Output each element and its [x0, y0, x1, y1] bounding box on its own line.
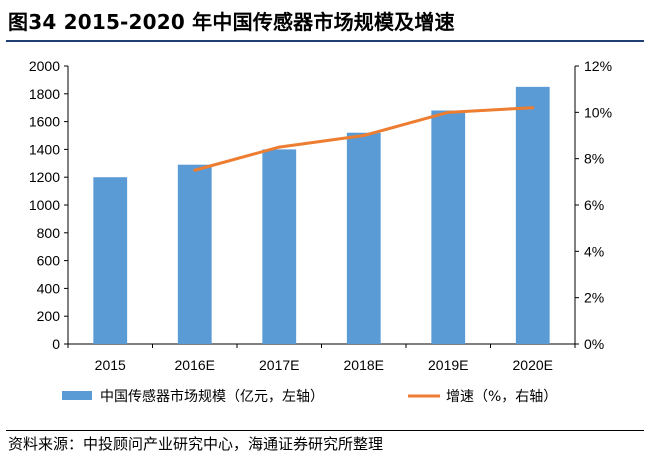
x-tick-label: 2015 — [95, 357, 126, 373]
bar-2020E — [515, 86, 550, 344]
growth-point-2018E — [362, 134, 366, 137]
right-tick-label: 2% — [584, 290, 604, 306]
growth-point-2016E — [193, 168, 197, 172]
left-tick-label: 2000 — [29, 58, 60, 74]
right-tick-label: 10% — [584, 104, 612, 120]
left-tick-label: 1400 — [29, 141, 60, 157]
title-rule — [6, 40, 644, 42]
x-tick-label: 2019E — [428, 357, 468, 373]
x-tick-label: 2016E — [175, 357, 215, 373]
growth-point-2019E — [446, 110, 450, 114]
x-tick-label: 2017E — [259, 357, 299, 373]
chart-legend: 中国传感器市场规模（亿元，左轴） 增速（%，右轴） — [62, 388, 557, 405]
left-tick-label: 400 — [37, 280, 61, 296]
growth-point-2017E — [277, 145, 281, 149]
growth-point-2020E — [531, 106, 535, 110]
legend-bar-label: 中国传感器市场规模（亿元，左轴） — [100, 388, 324, 405]
right-tick-label: 0% — [584, 336, 604, 352]
figure-title: 图34 2015-2020 年中国传感器市场规模及增速 — [8, 10, 455, 34]
x-tick-label: 2020E — [513, 357, 553, 373]
right-tick-label: 8% — [584, 151, 604, 167]
right-tick-label: 6% — [584, 197, 604, 213]
right-tick-label: 12% — [584, 58, 612, 74]
left-tick-label: 1000 — [29, 197, 60, 213]
legend-line-label: 增速（%，右轴） — [446, 389, 557, 405]
left-tick-label: 1800 — [29, 86, 60, 102]
footer-rule — [6, 430, 644, 431]
left-tick-label: 200 — [37, 308, 61, 324]
left-tick-label: 1200 — [29, 169, 60, 185]
legend-bar-swatch — [62, 391, 92, 400]
left-tick-label: 1600 — [29, 114, 60, 130]
bar-2015 — [93, 177, 128, 344]
combo-chart: 0 200 400 600 800 1000 1200 1400 1600 1800 2000 0% 2… — [29, 58, 612, 405]
bar-2018E — [346, 132, 381, 344]
x-tick-label: 2018E — [344, 357, 384, 373]
bar-2017E — [262, 149, 297, 344]
left-tick-label: 0 — [52, 336, 60, 352]
line-series — [193, 106, 535, 172]
x-tick-labels: 2015 2016E 2017E 2018E 2019E 2020E — [95, 357, 553, 373]
right-tick-label: 4% — [584, 243, 604, 259]
source-note: 资料来源：中投顾问产业研究中心，海通证券研究所整理 — [8, 435, 384, 453]
chart-axes: 0 200 400 600 800 1000 1200 1400 1600 1800 2000 0% 2… — [29, 58, 612, 352]
bar-2016E — [177, 164, 212, 344]
bar-2019E — [431, 110, 466, 344]
bar-series — [93, 86, 550, 344]
left-tick-label: 800 — [37, 225, 61, 241]
left-tick-label: 600 — [37, 253, 61, 269]
